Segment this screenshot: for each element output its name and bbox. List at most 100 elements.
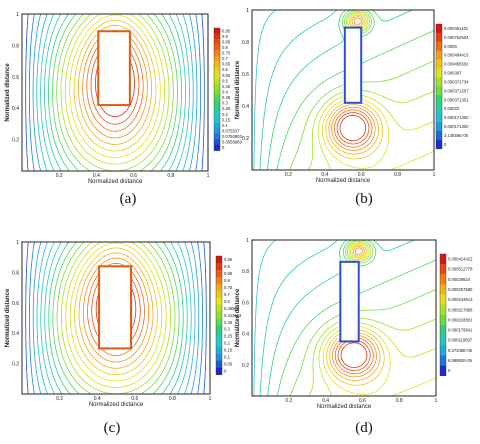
colorbar-tick-label: 0.75	[224, 285, 233, 290]
contour-line	[52, 241, 180, 395]
colorbar-swatch	[216, 304, 222, 313]
colorbar-tick-label: 0.8	[224, 278, 230, 283]
contour-line	[29, 13, 201, 172]
colorbar-swatch	[440, 314, 446, 326]
colorbar-swatch	[214, 33, 220, 40]
y-tick-label: 0.2	[242, 136, 249, 142]
colorbar-tick-label: 0.8	[222, 45, 228, 50]
contour-line	[44, 241, 188, 395]
colorbar-tick-label: 0.4	[222, 90, 228, 95]
contour-line	[36, 241, 196, 395]
caption-a: (a)	[119, 191, 137, 207]
obstacle-block	[97, 30, 131, 107]
y-tick-label: 0.6	[242, 300, 249, 306]
colorbar-swatch	[436, 50, 442, 60]
contour-line	[308, 240, 437, 397]
colorbar-swatch	[436, 59, 442, 69]
plot-frame	[21, 13, 209, 172]
x-tick-label: 0.2	[56, 396, 63, 402]
colorbar-tick-label: 0.45503	[224, 306, 240, 311]
colorbar-tick-label: 3.14659E-05	[444, 133, 469, 138]
colorbar-swatch	[216, 332, 222, 340]
colorbar-tick-label: 0.075537	[222, 128, 240, 133]
contour-line	[289, 239, 437, 397]
x-tick-label: 0.8	[167, 173, 174, 179]
colorbar-tick-label: 0.000257585	[448, 287, 473, 292]
contour-line	[259, 239, 338, 397]
contour-lines	[25, 241, 207, 395]
colorbar-tick-label: 0.95	[224, 257, 233, 262]
contour-line	[40, 241, 192, 395]
contour-line	[44, 13, 186, 172]
contour-line	[317, 12, 435, 171]
colorbar-swatch	[436, 41, 442, 52]
contour-line	[326, 244, 385, 386]
contour-line	[82, 30, 148, 139]
contour-line	[337, 339, 371, 371]
contour-plot-a: 0.2 0.2 0.4 0.4 0.6 0.6 0.8 0.8 1 1 Normalized dis…	[5, 12, 242, 185]
plot-frame	[251, 9, 435, 171]
contour-line	[334, 109, 373, 148]
colorbar-tick-label: 0.75	[222, 51, 231, 56]
panel-c: 0.2 0.2 0.4 0.4 0.6 0.6 0.8 0.8 1 1 Normalized dis…	[0, 222, 242, 444]
colorbar-tick-label: 0.05	[224, 362, 233, 367]
colorbar-swatch	[440, 304, 446, 316]
contour-line	[25, 13, 205, 172]
colorbar-swatch	[436, 86, 442, 96]
contour-line	[52, 13, 178, 172]
x-axis-label: Normalized distance	[89, 402, 144, 408]
colorbar: 0.950.90.850.80.750.70.650.60.550.50.450…	[213, 27, 242, 151]
contour-plot-b: 0.2 0.2 0.4 0.4 0.6 0.6 0.8 0.8 1 1 Normalized dis…	[235, 8, 469, 184]
colorbar-swatch	[216, 290, 222, 299]
y-tick-label: 0.4	[12, 331, 19, 337]
contour-lines	[253, 9, 435, 171]
colorbar-tick-label: 0	[224, 369, 227, 374]
contour-line	[48, 241, 184, 395]
colorbar-swatch	[214, 117, 220, 123]
y-tick-label: 0.6	[12, 75, 19, 81]
colorbar-swatch	[216, 283, 222, 292]
contour-line	[322, 13, 435, 171]
contour-line	[90, 50, 140, 125]
colorbar-tick-label: 0.000218801	[448, 317, 473, 322]
colorbar-tick-label: 0.7	[222, 56, 228, 61]
colorbar-tick-label: 0.00029824	[448, 277, 471, 282]
x-tick-label: 0.4	[321, 172, 328, 178]
colorbar-swatch	[436, 113, 442, 123]
colorbar-swatch	[216, 311, 222, 320]
colorbar-tick-label: 0.9	[222, 34, 228, 39]
colorbar-tick-label: 0.2	[224, 341, 230, 346]
colorbar: 0.000414422 0.000512778 0.00029824 0.000257…	[439, 253, 473, 376]
y-tick-label: 1	[246, 8, 249, 14]
colorbar-tick-label: 0	[222, 145, 225, 150]
colorbar-frame	[215, 255, 223, 375]
colorbar-swatch	[436, 95, 442, 105]
contour-line	[328, 16, 379, 155]
y-tick-label: 0.6	[242, 72, 249, 78]
contour-line	[61, 241, 171, 395]
colorbar-tick-label: 0.35	[224, 320, 233, 325]
colorbar-tick-label: 0.25	[222, 106, 231, 111]
y-tick-label: 0.2	[12, 138, 19, 144]
colorbar-swatch	[214, 144, 220, 151]
colorbar-swatch	[216, 353, 222, 361]
colorbar-swatch	[216, 276, 222, 285]
x-tick-label: 0.4	[93, 173, 100, 179]
contour-line	[340, 342, 368, 368]
colorbar-frame	[213, 27, 221, 151]
colorbar-tick-label: 0.000171400	[444, 115, 469, 120]
obstacle-block	[339, 260, 360, 343]
contour-line	[267, 9, 413, 171]
colorbar-tick-label: 0.35	[222, 95, 231, 100]
colorbar-tick-label: 0.25	[224, 334, 233, 339]
contour-line	[259, 9, 337, 171]
colorbar-swatch	[214, 50, 220, 57]
colorbar-tick-label: 0.0556969	[222, 140, 242, 145]
colorbar-swatch	[214, 44, 220, 51]
colorbar-swatch	[216, 262, 222, 271]
colorbar-tick-label: 0.15	[224, 348, 233, 353]
colorbar-swatch	[440, 355, 446, 366]
contour-line	[267, 239, 415, 397]
colorbar-tick-label: 0.413113	[224, 313, 242, 318]
x-axis-label: Normalized distance	[88, 179, 143, 185]
